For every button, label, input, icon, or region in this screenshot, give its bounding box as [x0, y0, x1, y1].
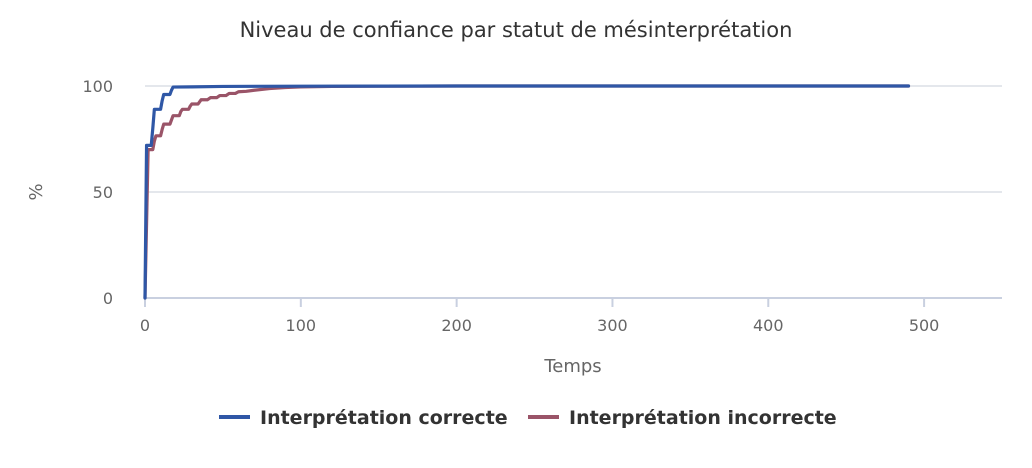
legend: Interprétation correcte Interprétation in…: [219, 407, 837, 429]
legend-label-incorrect: Interprétation incorrecte: [569, 407, 837, 429]
series-line-correct: [143, 84, 911, 300]
y-tick-label: 100: [82, 77, 113, 96]
x-tick-label: 300: [597, 316, 628, 335]
x-tick-label: 100: [286, 316, 317, 335]
x-tick-label: 400: [753, 316, 784, 335]
y-tick-label: 0: [103, 289, 113, 308]
y-axis-title: %: [26, 183, 47, 200]
chart-title: Niveau de confiance par statut de mésint…: [240, 18, 793, 42]
series-line-incorrect: [143, 84, 911, 300]
x-tick-label: 200: [441, 316, 472, 335]
x-tick-label: 0: [140, 316, 150, 335]
y-tick-label: 50: [93, 183, 113, 202]
gridlines: [145, 85, 1002, 193]
legend-label-correct: Interprétation correcte: [260, 407, 508, 429]
x-axis-title: Temps: [543, 356, 601, 377]
axes: 0 50 100 0 100 200 300 400 500: [82, 77, 1002, 335]
x-tick-label: 500: [909, 316, 940, 335]
series-lines: [143, 84, 911, 300]
